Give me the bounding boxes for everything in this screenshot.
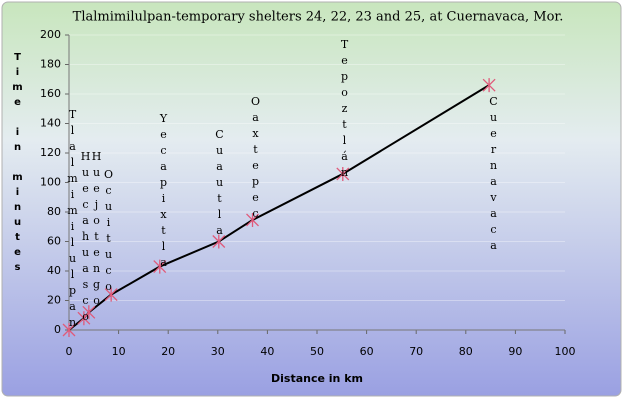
- marker: [336, 166, 350, 181]
- y-tick-label: 180: [40, 58, 61, 71]
- marker: [77, 311, 91, 326]
- point-label: Cuernavaca: [487, 95, 500, 255]
- point-label: Tepoztlán: [338, 38, 351, 182]
- point-label: Ocuituco: [102, 168, 115, 296]
- point-label: Cuautla: [213, 128, 226, 240]
- point-label: Oaxtepec: [249, 95, 262, 223]
- x-tick-label: 90: [508, 345, 522, 358]
- y-tick-label: 20: [47, 294, 61, 307]
- marker: [62, 323, 76, 337]
- x-tick-label: 100: [555, 345, 576, 358]
- y-tick-label: 0: [54, 323, 61, 336]
- x-tick-label: 70: [409, 345, 423, 358]
- x-axis-title: Distance in km: [271, 372, 363, 385]
- y-tick-label: 60: [47, 235, 61, 248]
- y-tick-label: 100: [40, 176, 61, 189]
- y-tick-label: 200: [40, 28, 61, 41]
- y-tick-label: 120: [40, 146, 61, 159]
- y-axis-title: Time in minutes: [12, 52, 23, 277]
- x-tick-label: 10: [112, 345, 126, 358]
- x-tick-label: 20: [161, 345, 175, 358]
- y-tick-label: 160: [40, 87, 61, 100]
- marker: [104, 287, 118, 302]
- chart-area: [1, 1, 622, 397]
- marker: [82, 305, 96, 320]
- point-label: Yecapixtla: [157, 112, 170, 272]
- chart-title: Tlalmimilulpan-temporary shelters 24, 22…: [73, 10, 564, 25]
- x-tick-label: 0: [66, 345, 73, 358]
- x-tick-label: 60: [360, 345, 374, 358]
- x-tick-label: 50: [310, 345, 324, 358]
- x-tick-label: 40: [260, 345, 274, 358]
- y-tick-label: 140: [40, 117, 61, 130]
- x-tick-label: 80: [459, 345, 473, 358]
- marker: [153, 259, 167, 274]
- y-tick-label: 80: [47, 205, 61, 218]
- x-tick-label: 30: [211, 345, 225, 358]
- point-label: Tlalmimilulpan: [66, 108, 79, 332]
- marker: [246, 212, 259, 227]
- point-label: Huecahuasco: [79, 150, 92, 326]
- marker: [482, 78, 496, 93]
- marker: [212, 234, 226, 249]
- point-label: Huejotengo: [90, 150, 103, 310]
- y-tick-label: 40: [47, 264, 61, 277]
